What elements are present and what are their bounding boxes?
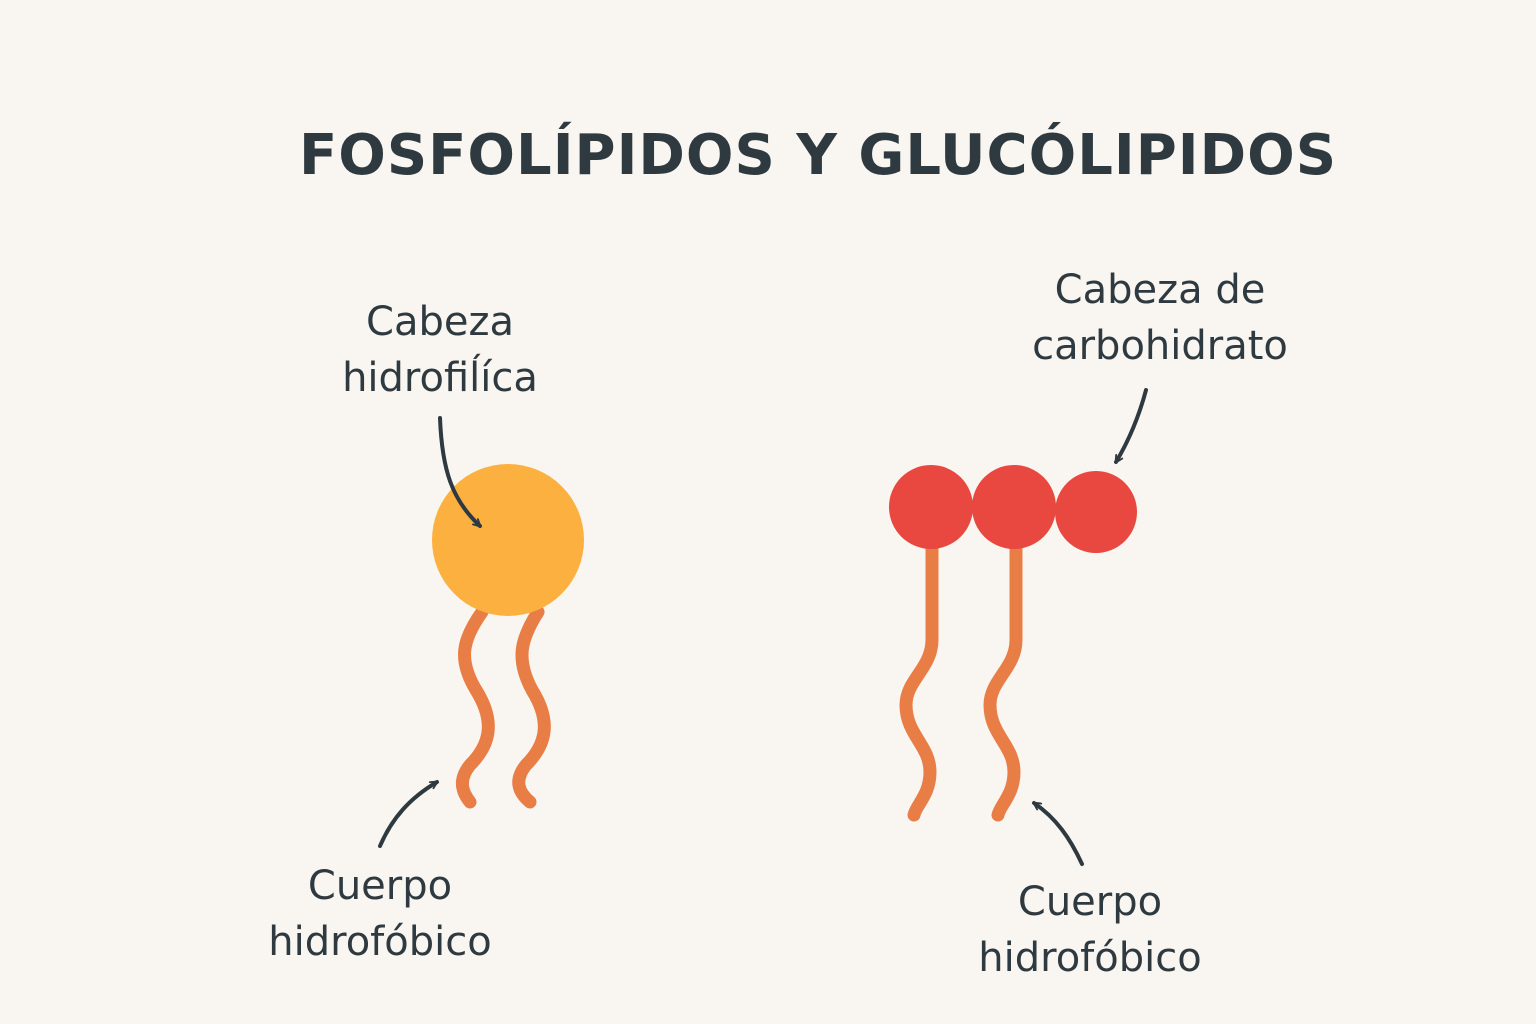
glycolipid-carbohydrate-head <box>889 465 1137 553</box>
phospholipid-tail-label-line-1: Cuerpo <box>307 863 453 909</box>
sugar-unit-1 <box>889 465 973 549</box>
phospholipid-head-label-line-2: hidrofiĺíca <box>342 355 538 401</box>
glycolipid-head-arrow <box>1114 388 1148 464</box>
glycolipid-tail-arrow <box>1032 801 1084 866</box>
glycolipid-head-label-line-1: Cabeza de <box>1054 267 1266 313</box>
phospholipid-head <box>432 464 584 616</box>
glycolipid-tail-left <box>899 533 939 822</box>
glycolipid-tail-label-line-2: hidrofóbico <box>978 935 1202 981</box>
phospholipid-tail-label-line-2: hidrofóbico <box>268 919 492 965</box>
phospholipid-head-label-line-1: Cabeza <box>366 299 514 345</box>
phospholipid-tail-left <box>456 605 495 809</box>
sugar-unit-3 <box>1055 471 1137 553</box>
phospholipid-tails <box>456 605 551 809</box>
phospholipid-tail-arrow <box>378 780 439 848</box>
glycolipid-tail-label: Cuerpo hidrofóbico <box>960 874 1220 986</box>
glycolipid-head-label-line-2: carbohidrato <box>1032 323 1288 369</box>
diagram-title: FOSFOLÍPIDOS Y GLUCÓLIPIDOS <box>298 123 1338 188</box>
sugar-unit-2 <box>972 465 1056 549</box>
glycolipid-tail-right <box>983 533 1023 822</box>
phospholipid-tail-label: Cuerpo hidrofóbico <box>240 858 520 970</box>
glycolipid-tails <box>899 533 1023 822</box>
glycolipid <box>889 465 1137 822</box>
phospholipid-head-label: Cabeza hidrofiĺíca <box>300 294 580 406</box>
phospholipid-tail-right <box>512 605 551 809</box>
glycolipid-head-label: Cabeza de carbohidrato <box>1010 262 1310 374</box>
phospholipid <box>432 464 584 809</box>
glycolipid-tail-label-line-1: Cuerpo <box>1017 879 1163 925</box>
phospholipid-head-arrow <box>438 416 482 528</box>
